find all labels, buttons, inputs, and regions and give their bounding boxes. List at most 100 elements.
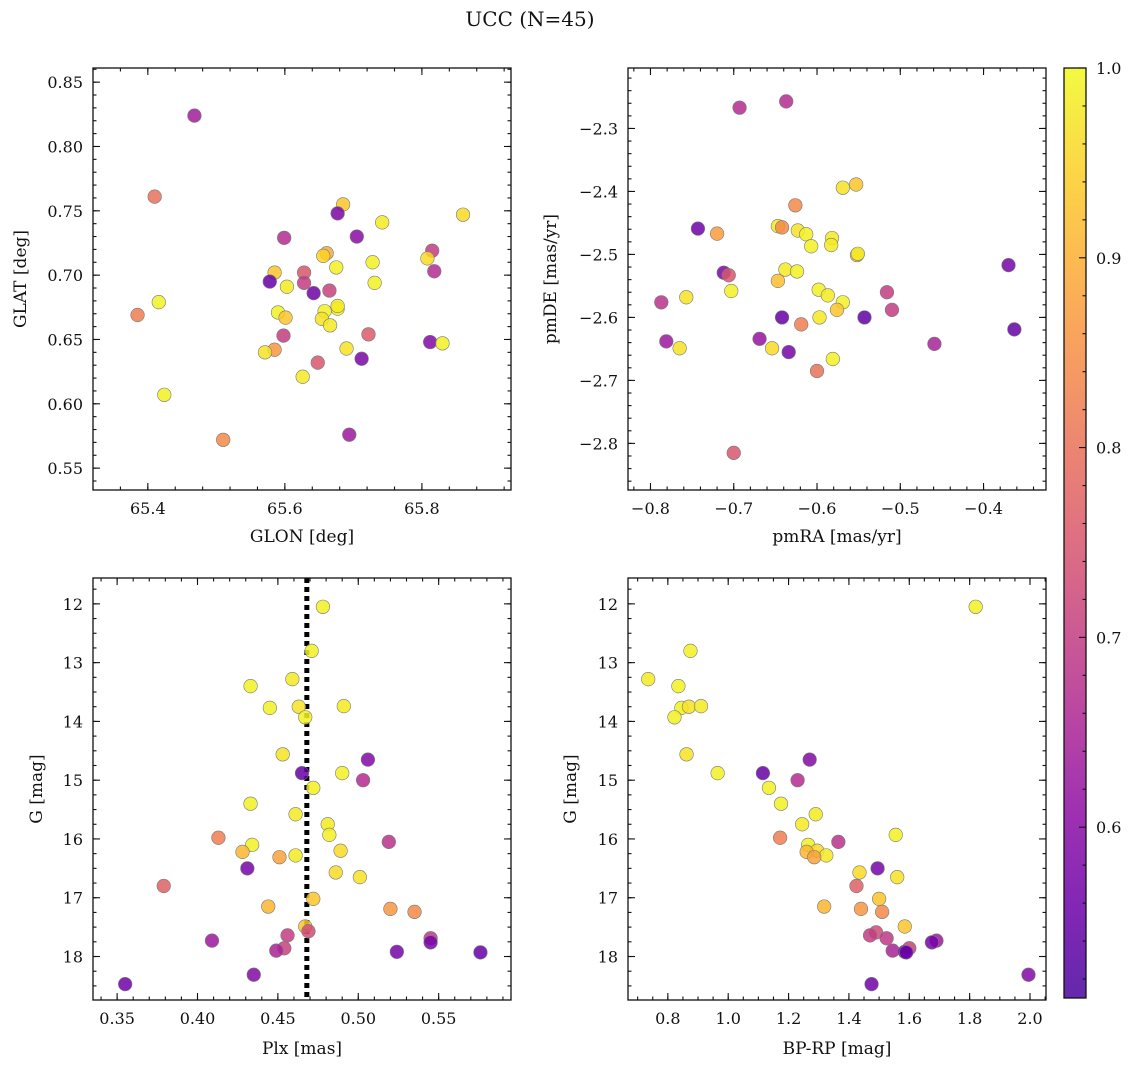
x-tick-label: 0.35 (99, 1009, 135, 1028)
data-point (835, 180, 850, 195)
data-point (306, 891, 321, 907)
data-point (315, 599, 331, 614)
y-tick-label: −2.5 (579, 245, 618, 264)
x-tick-label: 1.8 (957, 1009, 982, 1028)
data-point (807, 850, 822, 865)
data-point (825, 351, 840, 367)
scatter-points (654, 94, 1022, 460)
data-point (770, 273, 785, 288)
data-point (235, 844, 250, 859)
scatter-points (118, 578, 488, 1000)
data-point (296, 275, 312, 290)
panel-bprp-g: 0.8 1.0 1.2 1.4 1.6 1.8 2.0 12 13 14 15 16 17 18 BP-RP… (561, 577, 1047, 1059)
data-point (820, 288, 835, 303)
y-tick-label: 12 (63, 595, 83, 614)
data-point (280, 928, 295, 943)
data-point (257, 345, 273, 360)
data-point (243, 679, 258, 694)
y-axis-label: G [mag] (27, 754, 47, 823)
data-point (306, 780, 321, 795)
x-tick-label: 65.8 (404, 499, 440, 518)
axes-frame (627, 577, 1047, 1001)
data-point (667, 710, 682, 725)
y-tick-label: 13 (598, 654, 618, 673)
data-point (1021, 967, 1036, 982)
data-point (755, 766, 771, 781)
data-point (322, 318, 338, 333)
data-point (831, 834, 846, 849)
data-point (269, 943, 284, 958)
y-axis-label: G [mag] (561, 754, 581, 823)
data-point (211, 830, 226, 845)
x-axis-label: BP-RP [mag] (783, 1039, 892, 1059)
data-point (216, 432, 231, 447)
x-tick-label: −0.5 (881, 499, 920, 518)
data-point (278, 310, 293, 325)
data-point (156, 878, 171, 894)
panel-plx-g: 0.35 0.40 0.45 0.50 0.55 12 13 14 15 16 17 18 Plx [m… (27, 577, 512, 1059)
data-point (884, 302, 900, 317)
y-tick-label: 15 (63, 771, 83, 790)
y-tick-label: 0.65 (47, 330, 83, 349)
x-axis-label: Plx [mas] (262, 1039, 342, 1059)
y-tick-label: 0.55 (47, 459, 83, 478)
data-point (322, 827, 337, 842)
data-point (872, 891, 887, 907)
y-tick-label: 0.80 (47, 137, 83, 156)
data-point (245, 837, 260, 852)
data-point (304, 643, 319, 658)
data-point (864, 977, 879, 992)
data-point (330, 298, 345, 314)
data-point (890, 870, 905, 885)
colorbar-tick-label: 0.9 (1096, 249, 1121, 268)
data-point (288, 807, 303, 822)
data-point (794, 317, 809, 332)
data-point (455, 207, 471, 222)
data-point (310, 355, 325, 370)
y-tick-label: −2.8 (579, 434, 618, 453)
data-point (288, 848, 303, 863)
x-tick-label: 1.6 (897, 1009, 922, 1028)
colorbar-tick-label: 0.7 (1096, 628, 1121, 647)
y-tick-label: 16 (598, 830, 618, 849)
data-point (683, 643, 698, 658)
data-point (779, 94, 794, 109)
colorbar-tick-label: 1.0 (1096, 59, 1121, 78)
data-point (879, 931, 894, 946)
data-point (774, 310, 790, 325)
panel-glon-glat: 65.4 65.6 65.8 0.55 0.60 0.65 0.70 0.75 0.80 0.85… (11, 67, 512, 547)
data-point (435, 336, 450, 351)
x-tick-label: −0.8 (631, 499, 670, 518)
colorbar-gradient (1064, 68, 1086, 998)
data-point (819, 848, 834, 863)
y-tick-label: 0.60 (47, 395, 83, 414)
data-point (151, 295, 166, 310)
x-tick-label: 0.50 (340, 1009, 376, 1028)
x-tick-label: 0.40 (180, 1009, 216, 1028)
y-tick-label: 18 (63, 948, 83, 967)
y-tick-label: 16 (63, 830, 83, 849)
y-tick-label: 17 (63, 889, 83, 908)
data-point (885, 943, 900, 958)
data-point (774, 220, 790, 235)
data-point (849, 177, 864, 192)
data-point (850, 246, 865, 261)
data-point (1007, 322, 1022, 337)
data-point (752, 331, 767, 346)
data-point (817, 899, 832, 914)
data-point (349, 229, 364, 244)
data-point (187, 108, 202, 123)
x-tick-label: 0.8 (655, 1009, 680, 1028)
data-point (862, 928, 878, 943)
y-tick-label: 14 (598, 712, 618, 731)
data-point (333, 843, 348, 858)
data-point (306, 286, 321, 301)
data-point (427, 264, 442, 279)
data-point (342, 427, 357, 442)
data-point (262, 274, 277, 289)
data-point (389, 944, 404, 959)
data-point (809, 363, 825, 379)
data-point (824, 237, 839, 253)
y-tick-label: 13 (63, 654, 83, 673)
